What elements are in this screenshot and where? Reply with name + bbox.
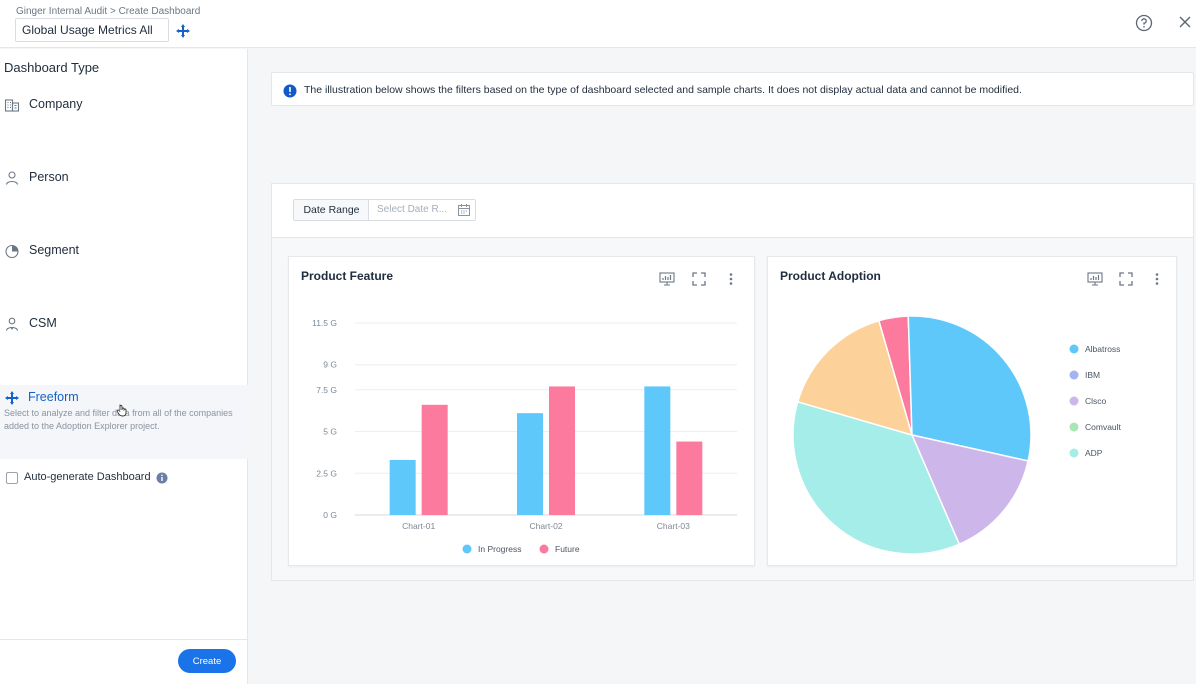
y-tick-label: 9 G — [323, 360, 337, 370]
bar-in-progress — [389, 459, 416, 515]
chart-settings-icon[interactable] — [1087, 271, 1103, 287]
legend-marker — [1069, 448, 1079, 458]
bar-chart: 0 G 2.5 G 5 G 7.5 G 9 G 11.5 G Chart-01 Chart-0… — [312, 318, 737, 554]
legend-marker — [1069, 370, 1079, 380]
y-tick-label: 7.5 G — [316, 385, 337, 395]
legend-marker — [1069, 396, 1079, 406]
legend-label: Clsco — [1085, 396, 1107, 406]
auto-generate-label[interactable]: Auto-generate Dashboard — [24, 471, 151, 483]
info-banner: The illustration below shows the filters… — [271, 72, 1194, 106]
move-icon — [5, 391, 19, 405]
sidebar-item-person[interactable]: Person — [0, 166, 248, 190]
y-tick-label: 0 G — [323, 510, 337, 520]
card-title: Product Feature — [301, 269, 394, 283]
legend-label: In Progress — [478, 544, 521, 554]
expand-icon[interactable] — [691, 271, 707, 287]
dashboard-name-input[interactable] — [15, 18, 169, 42]
sidebar-item-label: Segment — [29, 243, 80, 257]
chart-settings-icon[interactable] — [659, 271, 675, 287]
filter-bar: Date Range Select Date R... — [272, 184, 1193, 238]
legend-label: Future — [555, 544, 580, 554]
bar-future — [421, 404, 448, 515]
pie-slice — [792, 400, 961, 555]
pie-slice — [796, 319, 914, 437]
info-icon[interactable] — [156, 472, 168, 484]
calendar-icon[interactable] — [457, 203, 471, 217]
bar-in-progress — [517, 413, 543, 515]
legend-marker — [462, 544, 472, 554]
x-tick-label: Chart-03 — [657, 521, 690, 531]
preview-panel: Date Range Select Date R... Product Feat… — [271, 183, 1194, 581]
more-options-icon[interactable] — [1149, 271, 1165, 287]
legend-marker — [1069, 422, 1079, 432]
legend-label: Comvault — [1085, 422, 1122, 432]
product-feature-card: Product Feature 0 G 2.5 G 5 G 7.5 G 9 G 11.5 … — [288, 256, 755, 566]
bar-in-progress — [644, 386, 671, 515]
create-button[interactable]: Create — [178, 649, 236, 673]
expand-icon[interactable] — [1118, 271, 1134, 287]
auto-generate-checkbox[interactable] — [6, 472, 18, 484]
pie-slice — [907, 315, 1032, 462]
banner-text: The illustration below shows the filters… — [304, 84, 1022, 96]
product-adoption-card: Product Adoption Albatross IBM Clsco Comvau… — [767, 256, 1177, 566]
header: Ginger Internal Audit > Create Dashboard — [0, 0, 1196, 48]
sidebar-item-company[interactable]: Company — [0, 93, 248, 117]
pie-slice — [910, 433, 1030, 546]
card-title: Product Adoption — [780, 269, 881, 283]
pie-chart: Albatross IBM Clsco Comvault ADP — [792, 315, 1122, 555]
sidebar-item-freeform[interactable]: Freeform Select to analyze and filter da… — [0, 385, 248, 459]
pie-icon — [5, 244, 19, 259]
legend-marker — [1069, 344, 1079, 354]
legend-marker — [539, 544, 549, 554]
x-tick-label: Chart-01 — [402, 521, 435, 531]
y-tick-label: 5 G — [323, 427, 337, 437]
person-icon — [5, 171, 19, 185]
sidebar-item-label: Person — [29, 170, 69, 184]
x-tick-label: Chart-02 — [529, 521, 562, 531]
date-range-label: Date Range — [293, 199, 369, 221]
breadcrumb[interactable]: Ginger Internal Audit > Create Dashboard — [16, 6, 201, 17]
bar-future — [676, 441, 703, 515]
y-tick-label: 11.5 G — [312, 318, 337, 328]
sidebar-item-csm[interactable]: CSM — [0, 312, 248, 336]
sidebar: Dashboard Type Company Person Segment CS… — [0, 49, 248, 684]
csm-icon — [5, 317, 19, 331]
date-range-input[interactable]: Select Date R... — [368, 199, 476, 221]
building-icon — [4, 99, 20, 112]
more-options-icon[interactable] — [723, 271, 739, 287]
footer-divider — [0, 639, 248, 640]
sidebar-item-label: CSM — [29, 316, 57, 330]
move-icon[interactable] — [175, 23, 191, 39]
legend-label: ADP — [1085, 448, 1103, 458]
date-range-placeholder: Select Date R... — [377, 204, 448, 215]
help-icon[interactable] — [1135, 14, 1153, 32]
legend-label: IBM — [1085, 370, 1100, 380]
info-icon — [283, 84, 297, 98]
sidebar-item-label: Company — [29, 97, 83, 111]
y-tick-label: 2.5 G — [316, 468, 337, 478]
close-icon[interactable] — [1177, 14, 1193, 30]
hand-cursor-icon — [116, 404, 127, 417]
legend-label: Albatross — [1085, 344, 1120, 354]
sidebar-item-label: Freeform — [28, 390, 79, 404]
sidebar-title: Dashboard Type — [4, 60, 100, 75]
bar-future — [549, 386, 575, 515]
sidebar-item-segment[interactable]: Segment — [0, 239, 248, 263]
